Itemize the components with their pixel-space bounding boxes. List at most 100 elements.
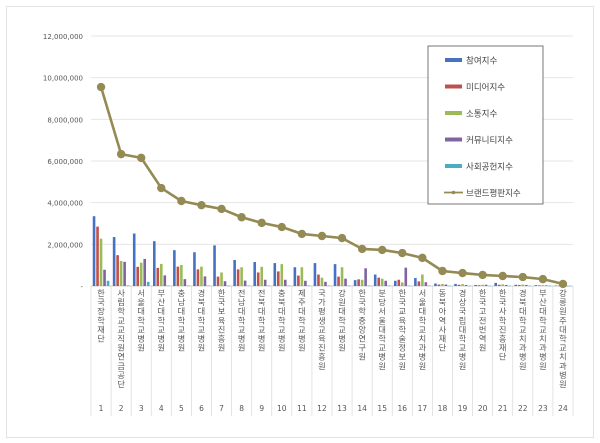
bar [497, 284, 501, 286]
bar [327, 285, 331, 287]
bar [387, 285, 391, 287]
bar [307, 285, 311, 287]
legend-swatch [445, 84, 462, 89]
bar [528, 285, 532, 287]
bar [504, 284, 508, 286]
bar [367, 285, 371, 287]
bar [417, 281, 421, 286]
bar [534, 285, 538, 286]
rank-label: 2 [119, 404, 124, 413]
bar [287, 285, 291, 287]
bar [373, 274, 377, 286]
rank-label: 21 [498, 404, 508, 413]
bar [344, 278, 347, 286]
bar [156, 267, 160, 286]
rank-label: 11 [297, 404, 307, 413]
bar [313, 263, 317, 286]
rank-label: 23 [538, 404, 548, 413]
bar [407, 285, 411, 287]
bar [203, 276, 207, 286]
bar [541, 285, 545, 286]
bar [166, 285, 170, 287]
rank-label: 3 [139, 404, 144, 413]
legend-label: 미디어지수 [466, 82, 505, 93]
bar [521, 284, 525, 286]
brand-index-marker [96, 82, 106, 92]
bar [300, 267, 304, 286]
brand-index-marker [297, 229, 307, 239]
brand-index-marker [177, 196, 186, 206]
rank-label: 7 [219, 404, 224, 413]
bar [437, 284, 441, 286]
bar [377, 277, 381, 286]
bar [477, 285, 481, 286]
bar [424, 282, 428, 286]
bar [136, 266, 140, 286]
rank-label: 24 [558, 404, 568, 413]
chart-frame: - 2,000,000 4,000,000 6,000,000 8,000,000 10,… [6, 6, 594, 438]
bar [256, 272, 260, 286]
bar [501, 284, 505, 286]
legend-label: 소통지수 [466, 110, 497, 120]
bar [517, 284, 521, 286]
y-tick-label: 6,000,000 [47, 158, 83, 166]
rank-label: 6 [199, 404, 204, 413]
legend-marker [451, 190, 456, 195]
bar [159, 263, 163, 286]
brand-index-marker [498, 271, 507, 281]
bar [196, 269, 200, 286]
legend-swatch [445, 58, 462, 62]
bar [116, 255, 119, 286]
brand-index-marker [277, 222, 286, 232]
y-tick-label: 4,000,000 [47, 200, 83, 208]
brand-index-marker [116, 149, 126, 159]
legend-swatch [445, 164, 462, 168]
rank-label: 10 [277, 404, 287, 413]
bar [545, 285, 548, 286]
y-tick-label: 12,000,000 [43, 33, 83, 41]
rank-label: 8 [239, 404, 244, 413]
legend-label: 브랜드평판지수 [466, 188, 521, 199]
brand-index-marker [438, 266, 447, 276]
y-tick-label: 2,000,000 [47, 241, 83, 249]
bar [253, 262, 257, 286]
bar [200, 266, 203, 286]
bar [488, 285, 491, 287]
brand-index-marker [518, 272, 527, 282]
bar [464, 284, 468, 286]
bar [247, 285, 250, 287]
brand-index-marker [378, 245, 387, 255]
rank-label: 20 [478, 404, 488, 413]
rank-label: 9 [259, 404, 264, 413]
bar [514, 284, 518, 286]
bar [283, 279, 287, 286]
rank-label: 4 [159, 404, 164, 413]
legend-swatch [445, 137, 462, 142]
bar [119, 261, 123, 286]
bar [106, 280, 110, 286]
bar [220, 272, 223, 286]
legend [427, 45, 544, 205]
bar [337, 276, 340, 286]
bar [243, 280, 247, 286]
brand-index-marker [157, 183, 166, 193]
bar [213, 245, 216, 286]
bar [227, 285, 230, 287]
bar [99, 238, 103, 286]
bar [146, 281, 150, 286]
brand-index-marker [558, 279, 568, 289]
rank-label: 16 [398, 404, 408, 413]
bar [400, 282, 404, 286]
brand-index-marker [418, 253, 427, 263]
